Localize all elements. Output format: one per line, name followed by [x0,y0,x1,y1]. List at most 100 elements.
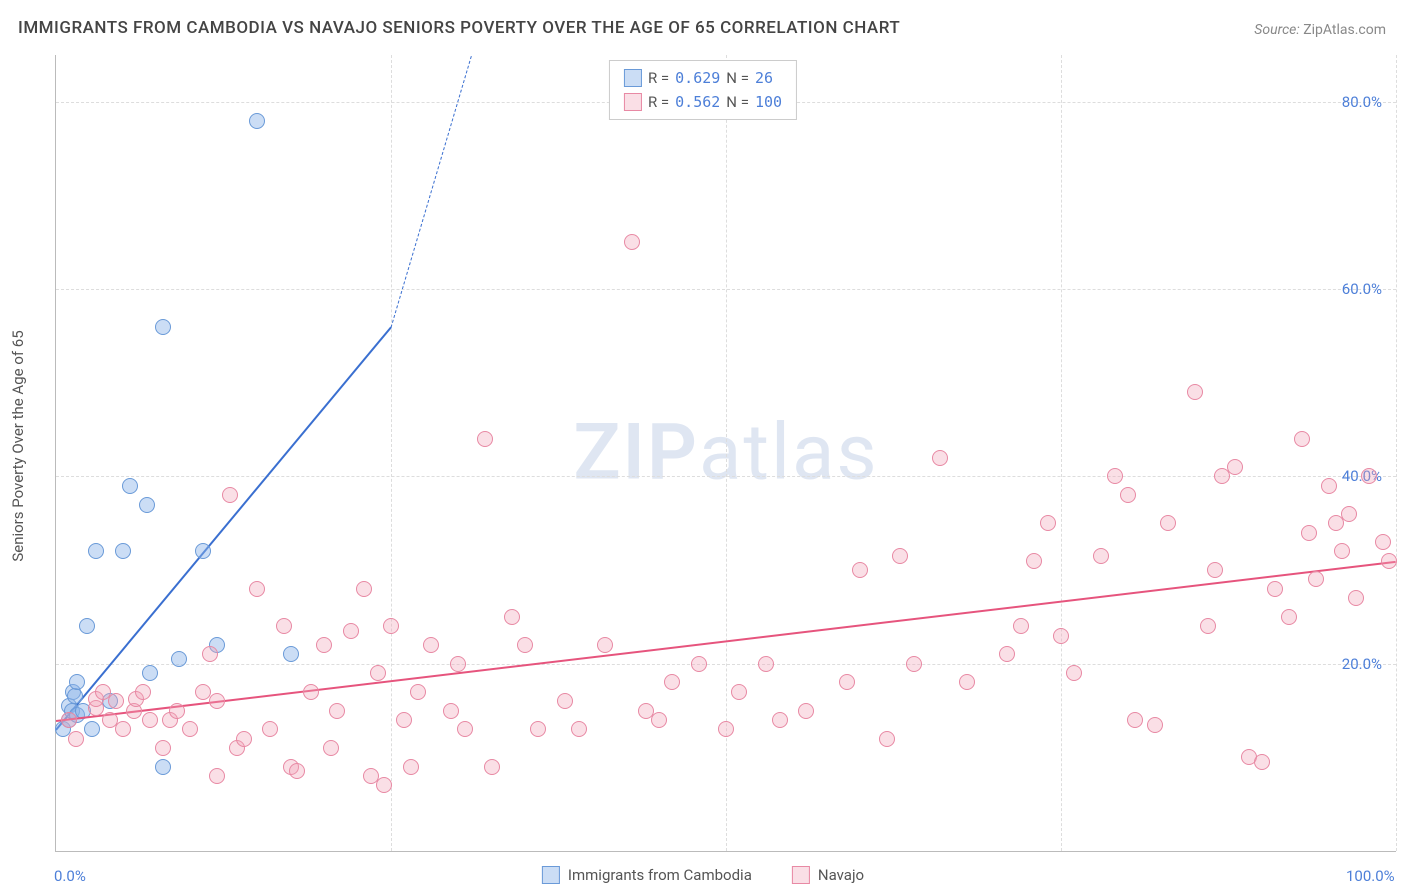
scatter-point [329,703,345,719]
scatter-point [370,665,386,681]
scatter-point [484,759,500,775]
scatter-point [1093,548,1109,564]
scatter-point [84,721,100,737]
scatter-point [249,113,265,129]
source-value: ZipAtlas.com [1303,22,1386,38]
legend-label: Navajo [818,866,864,884]
scatter-point [1160,515,1176,531]
chart-title: IMMIGRANTS FROM CAMBODIA VS NAVAJO SENIO… [18,18,900,38]
scatter-point [1267,581,1283,597]
legend-swatch [542,866,560,884]
scatter-point [772,712,788,728]
scatter-point [477,431,493,447]
scatter-point [139,497,155,513]
scatter-point [209,693,225,709]
scatter-point [571,721,587,737]
scatter-point [517,637,533,653]
scatter-point [323,740,339,756]
scatter-point [1200,618,1216,634]
scatter-point [651,712,667,728]
scatter-point [68,731,84,747]
scatter-point [202,646,218,662]
scatter-point [852,562,868,578]
scatter-point [450,656,466,672]
y-tick-label: 80.0% [1342,93,1382,111]
scatter-point [879,731,895,747]
scatter-point [182,721,198,737]
legend-swatch [792,866,810,884]
scatter-point [1053,628,1069,644]
scatter-point [262,721,278,737]
scatter-point [906,656,922,672]
scatter-point [718,721,734,737]
scatter-point [892,548,908,564]
scatter-point [758,656,774,672]
legend-label: Immigrants from Cambodia [568,866,752,884]
scatter-point [1107,468,1123,484]
legend-swatch [624,69,642,87]
scatter-point [169,703,185,719]
legend-item: Navajo [792,866,864,884]
scatter-point [155,740,171,756]
scatter-point [1321,478,1337,494]
scatter-point [731,684,747,700]
scatter-point [1207,562,1223,578]
scatter-point [1187,384,1203,400]
stats-row: R = 0.562 N = 100 [624,90,782,114]
y-axis-label: Seniors Poverty Over the Age of 65 [9,330,27,561]
scatter-point [557,693,573,709]
scatter-point [1381,553,1397,569]
scatter-point [1361,468,1377,484]
scatter-point [236,731,252,747]
scatter-point [691,656,707,672]
scatter-point [135,684,151,700]
scatter-point [1334,543,1350,559]
scatter-point [1066,665,1082,681]
scatter-point [664,674,680,690]
scatter-point [423,637,439,653]
scatter-point [383,618,399,634]
grid-line-v [391,55,392,851]
scatter-point [88,543,104,559]
scatter-point [1294,431,1310,447]
scatter-point [1348,590,1364,606]
legend-swatch [624,93,642,111]
chart-plot-area: ZIPatlas 20.0%40.0%60.0%80.0%0.0%100.0% [55,55,1396,852]
scatter-point [61,712,77,728]
scatter-point [69,674,85,690]
scatter-point [1227,459,1243,475]
scatter-point [249,581,265,597]
scatter-point [1375,534,1391,550]
scatter-point [343,623,359,639]
scatter-point [142,665,158,681]
scatter-point [999,646,1015,662]
scatter-point [457,721,473,737]
scatter-point [1147,717,1163,733]
scatter-point [108,693,124,709]
scatter-point [839,674,855,690]
scatter-point [959,674,975,690]
scatter-point [403,759,419,775]
grid-line-v [1396,55,1397,851]
scatter-point [530,721,546,737]
scatter-point [1301,525,1317,541]
scatter-point [222,487,238,503]
trend-line [391,55,472,327]
source-attribution: Source: ZipAtlas.com [1254,22,1386,38]
legend-item: Immigrants from Cambodia [542,866,752,884]
scatter-point [1013,618,1029,634]
scatter-point [1308,571,1324,587]
scatter-point [1026,553,1042,569]
scatter-point [316,637,332,653]
bottom-legend: Immigrants from Cambodia Navajo [542,866,864,884]
y-tick-label: 60.0% [1342,280,1382,298]
correlation-stats-box: R = 0.629 N = 26 R = 0.562 N = 100 [609,60,797,120]
scatter-point [1127,712,1143,728]
scatter-point [171,651,187,667]
scatter-point [396,712,412,728]
scatter-point [1120,487,1136,503]
scatter-point [283,646,299,662]
scatter-point [1040,515,1056,531]
scatter-point [122,478,138,494]
scatter-point [798,703,814,719]
